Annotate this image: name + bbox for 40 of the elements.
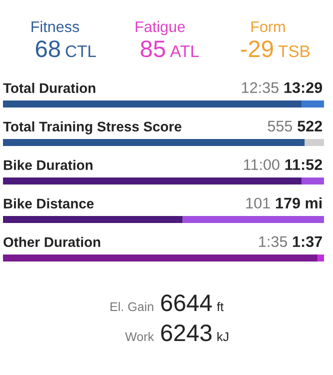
y-tick-label: Bike Distance [4,198,94,209]
text: kJ [217,332,228,342]
annotation: 1:37 [293,236,322,248]
bar [3,178,302,184]
annotation: 555 [268,120,292,132]
bar [3,216,183,223]
bar [302,178,324,184]
y-tick-label: Total Duration [3,82,96,94]
text: Work [125,332,154,342]
y-tick-label: Total Training Stress Score [3,121,182,134]
text: 68 [36,40,60,58]
annotation: 179 mi [276,197,322,209]
text: -29 [240,40,273,58]
text: Form [251,21,285,32]
bar [318,254,324,262]
bar [302,100,324,108]
text: ft [216,302,224,312]
annotation: 522 [298,120,322,132]
text: CTL [66,45,96,58]
bar [3,254,318,262]
text: El. Gain [110,302,154,312]
text: 6243 [161,324,212,342]
bar [3,100,302,108]
text: 6644 [161,294,212,312]
annotation: 11:00 [244,159,280,170]
y-tick-label: Bike Duration [4,160,92,170]
text: Fatigue [136,20,185,36]
bar [304,139,324,146]
annotation: 13:29 [284,82,322,94]
annotation: 101 [246,198,270,209]
text: 85 [140,40,166,58]
y-tick-label: Other Duration [4,236,100,248]
text: TSB [278,45,310,58]
annotation: 11:52 [285,159,322,170]
text: ATL [170,46,199,57]
bar [182,216,324,223]
text: Fitness [32,20,80,32]
annotation: 12:35 [242,82,278,94]
annotation: 1:35 [259,236,288,248]
bar [3,139,305,146]
